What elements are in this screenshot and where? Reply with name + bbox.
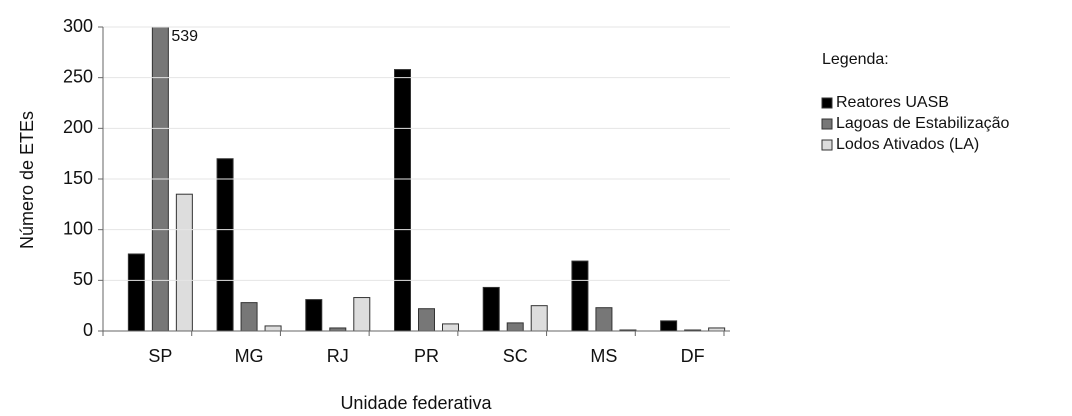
bar xyxy=(264,325,282,332)
plot-area xyxy=(127,27,726,332)
bar xyxy=(442,323,459,332)
bar xyxy=(127,253,145,332)
x-tick-label: SC xyxy=(503,346,528,366)
bar xyxy=(571,260,589,332)
y-tick-label: 50 xyxy=(73,269,93,289)
x-tick-label: DF xyxy=(681,346,705,366)
bar xyxy=(216,158,234,332)
x-tick-label: RJ xyxy=(327,346,349,366)
x-tick-label: SP xyxy=(148,346,172,366)
y-tick-label: 250 xyxy=(63,66,93,86)
legend-label: Lodos Ativados (LA) xyxy=(836,136,979,153)
bar xyxy=(595,307,613,332)
bar xyxy=(240,302,258,332)
legend-swatch xyxy=(821,118,833,130)
bar xyxy=(506,322,524,332)
legend-swatch xyxy=(821,139,833,151)
bar xyxy=(151,27,169,332)
bar xyxy=(394,69,411,332)
y-tick-label: 200 xyxy=(63,117,93,137)
bar xyxy=(660,320,678,332)
legend-label: Reatores UASB xyxy=(836,94,949,111)
legend-label: Lagoas de Estabilização xyxy=(836,115,1010,132)
y-axis-title: Número de ETEs xyxy=(17,111,37,249)
bar xyxy=(175,193,193,332)
bar xyxy=(353,297,371,332)
x-tick-label: PR xyxy=(414,346,439,366)
legend-swatch xyxy=(821,97,833,109)
y-tick-label: 0 xyxy=(83,320,93,340)
bar xyxy=(530,305,548,332)
legend-title: Legenda: xyxy=(822,51,889,68)
y-tick-label: 300 xyxy=(63,16,93,36)
y-tick-label: 100 xyxy=(63,218,93,238)
bar xyxy=(418,308,435,332)
y-tick-label: 150 xyxy=(63,168,93,188)
bar xyxy=(482,286,500,332)
x-tick-label: MS xyxy=(590,346,617,366)
x-tick-label: MG xyxy=(235,346,264,366)
data-label: 539 xyxy=(171,28,198,45)
x-axis-title: Unidade federativa xyxy=(340,393,492,413)
bar xyxy=(305,299,323,332)
